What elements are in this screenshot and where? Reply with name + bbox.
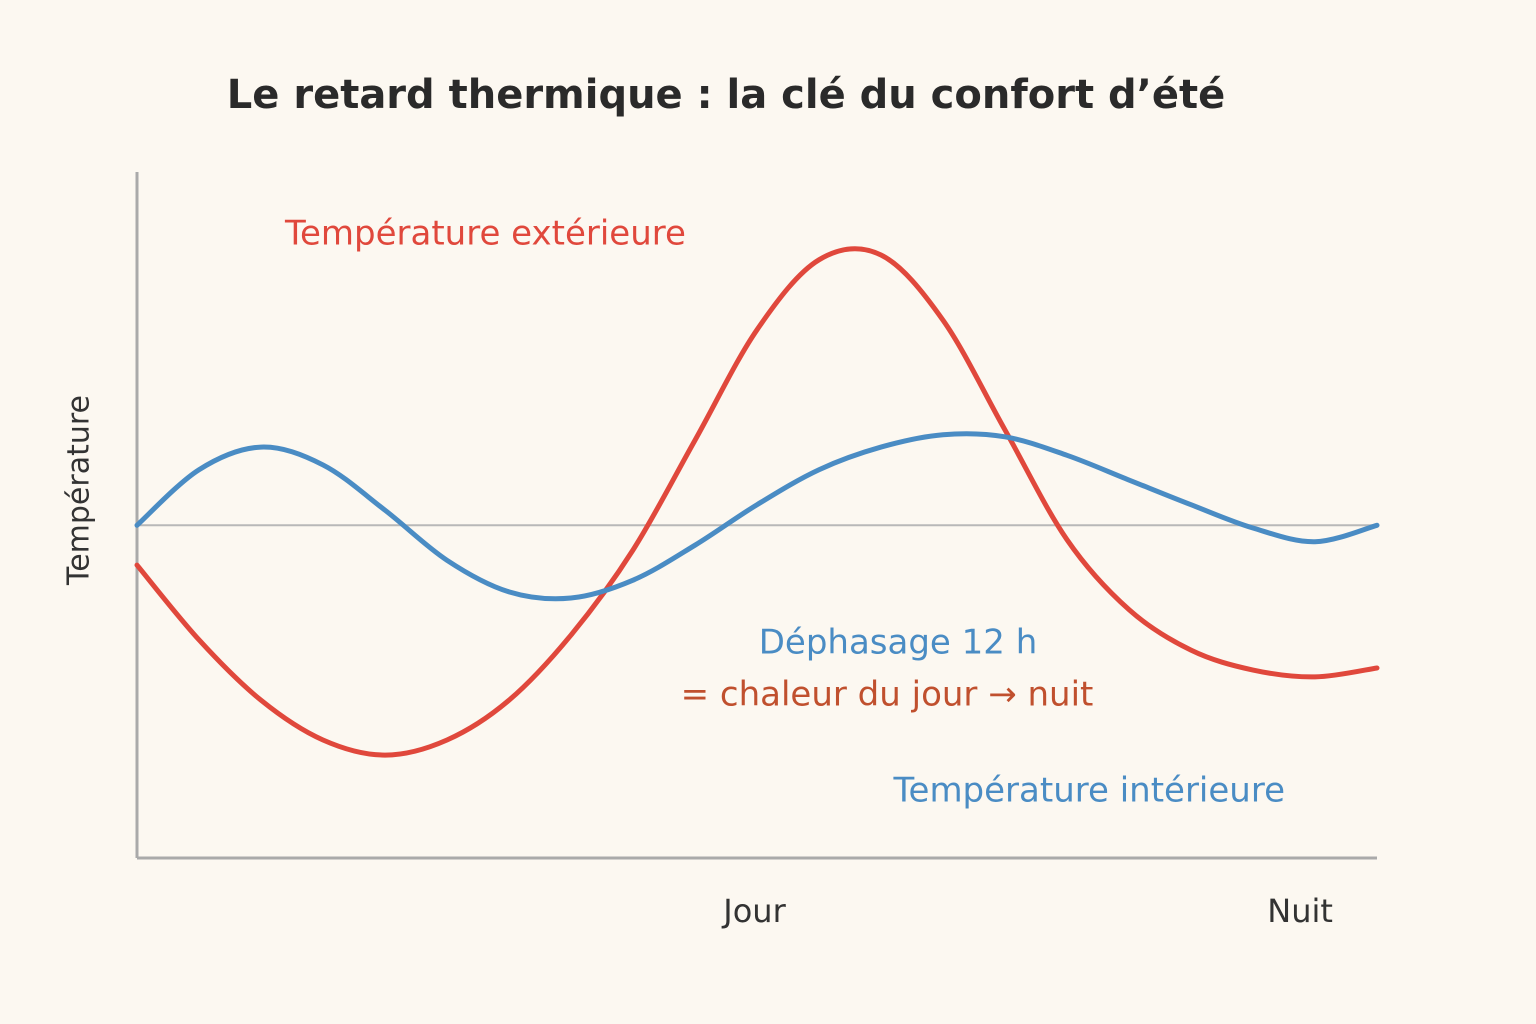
annotation: = chaleur du jour → nuit [681,675,1094,715]
x-tick-label: Jour [721,892,786,930]
legend-label: Température extérieure [284,214,686,254]
y-axis-label: Température [62,395,97,586]
x-tick-label: Nuit [1267,892,1333,930]
annotation: Déphasage 12 h [759,623,1038,663]
series-line [134,246,1380,758]
series-line [134,431,1380,602]
legend-label: Température intérieure [893,771,1285,811]
chart-title: Le retard thermique : la clé du confort … [227,72,1225,118]
